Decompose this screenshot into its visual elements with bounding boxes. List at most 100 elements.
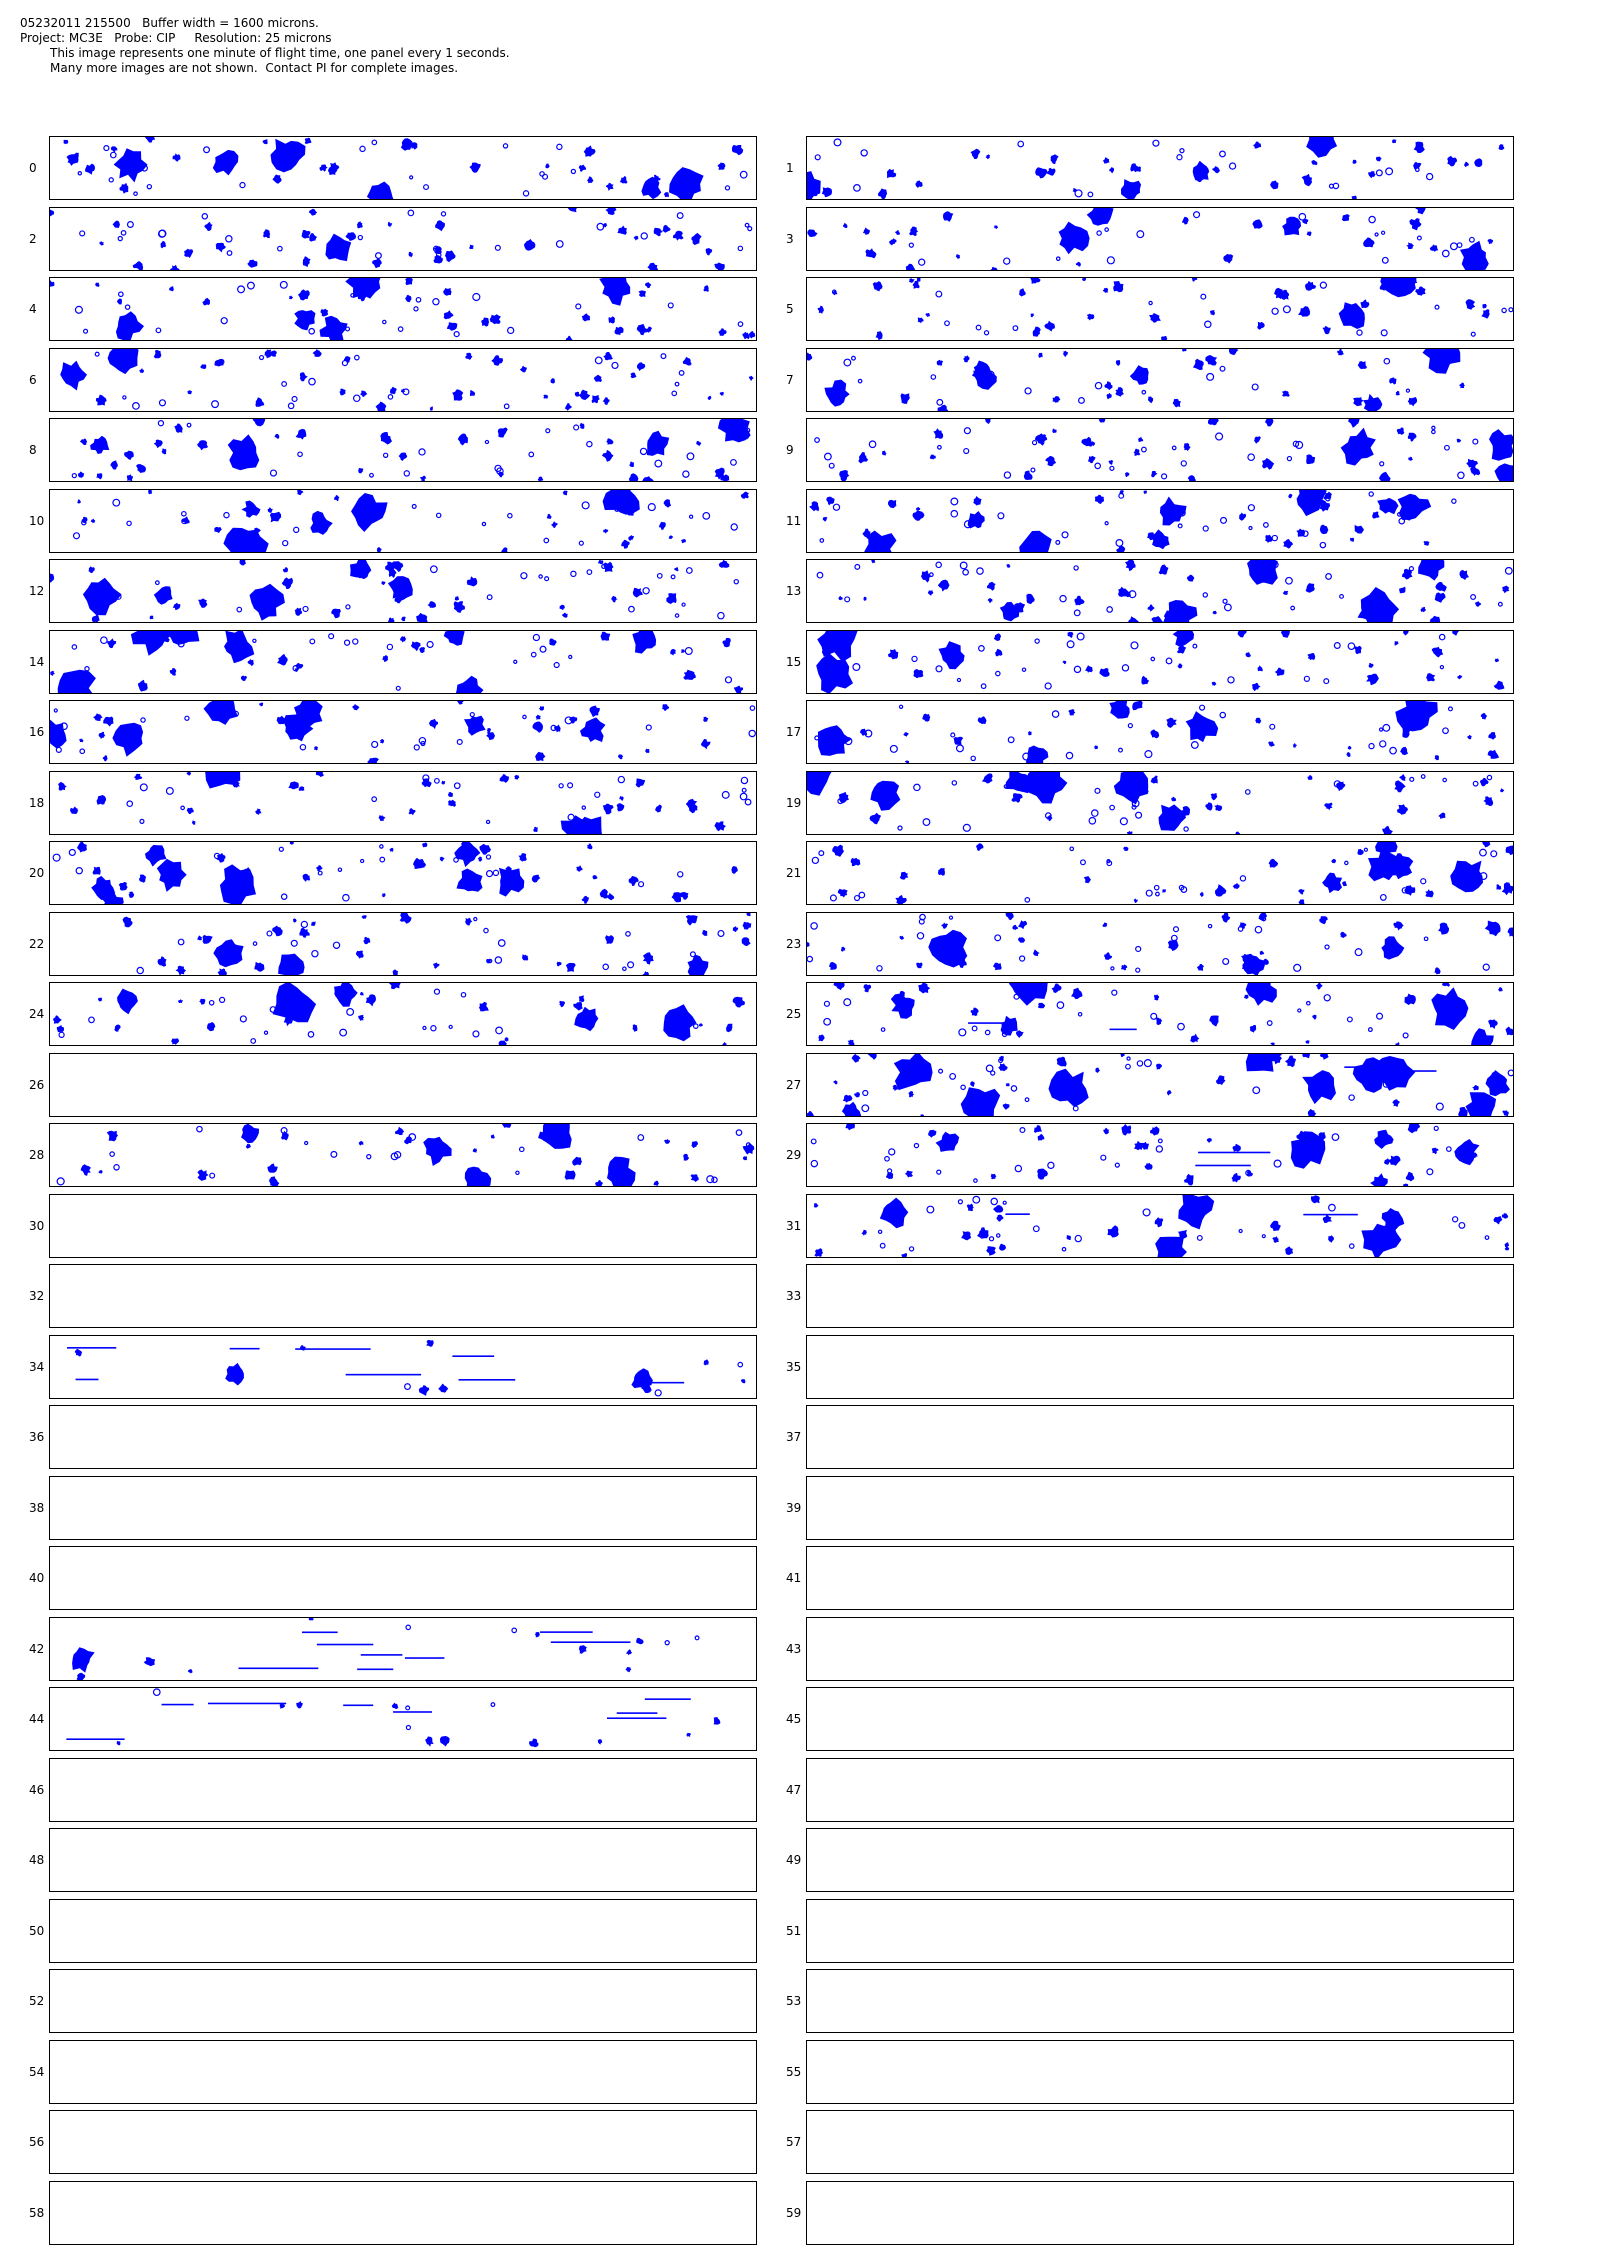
particle-image: [605, 935, 614, 944]
particle-ring: [567, 782, 574, 789]
particle-image: [732, 996, 745, 1008]
particle-image: [90, 518, 96, 524]
particle-image: [191, 820, 196, 825]
particle-image: [310, 510, 333, 535]
particle-ring: [1416, 235, 1422, 241]
particle-ring: [1183, 826, 1189, 832]
particle-image: [186, 772, 192, 776]
particle-ring: [1199, 704, 1206, 711]
particle-imagery: [807, 913, 1513, 975]
particle-image: [331, 608, 341, 619]
particle-image: [1283, 539, 1294, 549]
particle-ring: [486, 594, 493, 601]
particle-image: [601, 449, 614, 462]
particle-image: [254, 527, 261, 534]
particle-streak: [1005, 1213, 1030, 1215]
particle-image: [448, 799, 456, 807]
particle-ring: [1056, 1001, 1065, 1010]
particle-image: [204, 221, 213, 231]
particle-image: [1102, 157, 1110, 164]
particle-image: [252, 419, 266, 427]
particle-image: [1404, 885, 1416, 896]
particle-image: [455, 675, 484, 693]
panel-label: 45: [786, 1712, 802, 1726]
particle-ring: [737, 1361, 744, 1368]
particle-image: [682, 356, 692, 366]
particle-ring: [1155, 1145, 1164, 1153]
particle-image: [361, 915, 367, 919]
particle-ring: [1319, 281, 1328, 289]
particle-image: [1331, 858, 1337, 864]
panel-label: 9: [786, 443, 794, 457]
particle-image: [267, 1163, 278, 1173]
particle-ring: [578, 540, 584, 546]
panel-label: 42: [29, 1642, 45, 1656]
panel-label: 44: [29, 1712, 45, 1726]
image-panel: [49, 1405, 757, 1469]
particle-ring: [1348, 1243, 1355, 1249]
particle-ring: [686, 452, 695, 461]
particle-image: [1005, 1083, 1010, 1087]
particle-image: [110, 146, 118, 153]
particle-image: [565, 335, 573, 340]
image-panel: [806, 1476, 1514, 1540]
particle-image: [1192, 358, 1204, 371]
particle-image: [822, 516, 828, 522]
particle-ring: [1003, 257, 1011, 265]
particle-ring: [1298, 212, 1307, 221]
particle-ring: [337, 867, 343, 872]
panel-label: 47: [786, 1783, 802, 1797]
particle-image: [429, 406, 433, 411]
particle-image: [289, 957, 295, 963]
particle-image: [1431, 646, 1444, 658]
particle-ring: [1024, 897, 1031, 903]
particle-ring: [1405, 388, 1411, 393]
image-panel: [49, 1194, 757, 1258]
particle-image: [731, 866, 738, 874]
particle-image: [1133, 448, 1141, 456]
particle-ring: [926, 1205, 935, 1214]
particle-ring: [908, 1246, 915, 1252]
particle-image: [1154, 994, 1160, 1001]
particle-image: [1255, 717, 1262, 724]
particle-image: [842, 1094, 853, 1103]
particle-ring: [998, 1058, 1004, 1064]
particle-image: [1113, 281, 1124, 293]
particle-image: [50, 209, 55, 217]
particle-image: [1415, 208, 1426, 215]
particle-ring: [469, 711, 475, 718]
particle-image: [454, 596, 459, 601]
particle-image: [241, 1124, 259, 1144]
particle-image: [465, 917, 473, 926]
particle-image: [387, 576, 413, 601]
particle-image: [124, 450, 134, 460]
particle-ring: [1118, 747, 1123, 753]
particle-ring: [411, 503, 417, 509]
particle-image: [864, 530, 897, 552]
particle-image: [380, 432, 392, 445]
particle-ring: [1396, 853, 1403, 859]
particle-ring: [832, 503, 841, 511]
particle-image: [928, 929, 968, 968]
particle-image: [1303, 1135, 1314, 1146]
particle-image: [1026, 593, 1035, 604]
particle-image: [1211, 681, 1217, 686]
particle-image: [1281, 390, 1290, 397]
particle-ring: [494, 464, 502, 473]
particle-image: [586, 843, 593, 850]
particle-image: [410, 641, 421, 652]
particle-image: [294, 310, 316, 331]
particle-image: [489, 314, 501, 325]
particle-ring: [522, 714, 527, 720]
particle-image: [1368, 663, 1374, 668]
particle-image: [149, 615, 154, 620]
particle-ring: [263, 1030, 269, 1035]
particle-ring: [1381, 256, 1389, 264]
particle-ring: [682, 470, 690, 478]
particle-image: [605, 182, 614, 191]
particle-ring: [181, 518, 188, 525]
particle-image: [807, 941, 810, 948]
particle-ring: [853, 894, 861, 902]
particle-ring: [472, 292, 481, 302]
particle-image: [1252, 219, 1263, 229]
